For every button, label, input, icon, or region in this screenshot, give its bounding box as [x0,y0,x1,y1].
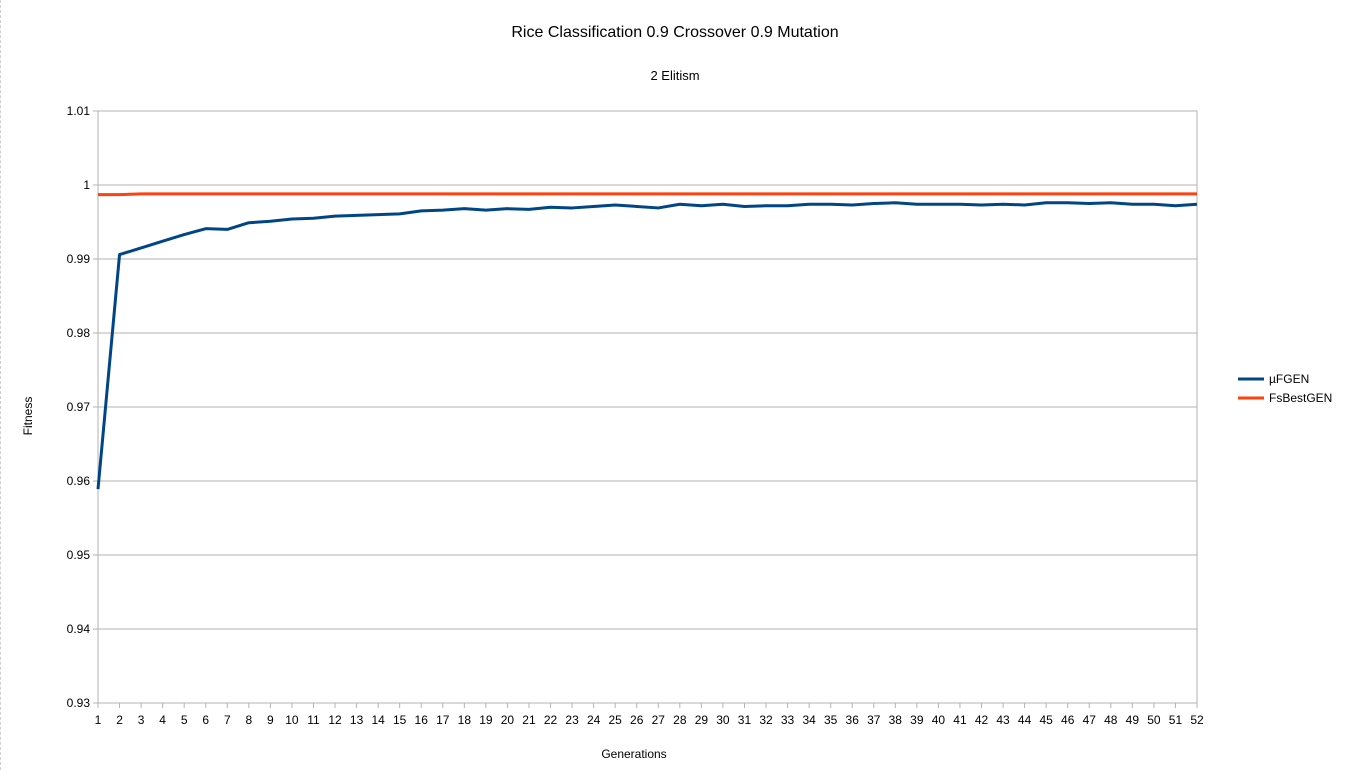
x-tick-label: 41 [953,713,967,727]
series-line-fsbestgen [98,192,1197,197]
x-tick-label: 34 [802,713,816,727]
x-tick-label: 28 [673,713,687,727]
x-tick-label: 44 [1018,713,1032,727]
x-tick-label: 35 [824,713,838,727]
y-tick-label: 0.96 [67,474,91,488]
x-tick-label: 32 [759,713,773,727]
x-tick-label: 4 [159,713,166,727]
x-tick-label: 40 [932,713,946,727]
x-tick-label: 29 [695,713,709,727]
x-tick-label: 37 [867,713,881,727]
x-tick-label: 36 [846,713,860,727]
x-tick-label: 9 [267,713,274,727]
x-tick-label: 26 [630,713,644,727]
x-tick-label: 27 [652,713,666,727]
x-tick-label: 15 [393,713,407,727]
x-tick-label: 13 [350,713,364,727]
y-axis-label: Fitness [21,397,35,436]
x-tick-label: 17 [436,713,450,727]
x-tick-label: 20 [501,713,515,727]
x-tick-label: 2 [116,713,123,727]
x-tick-label: 19 [479,713,493,727]
x-tick-label: 5 [181,713,188,727]
y-tick-label: 0.94 [67,622,91,636]
x-tick-label: 50 [1147,713,1161,727]
x-tick-label: 7 [224,713,231,727]
legend: µFGEN FsBestGEN [1238,372,1332,405]
x-tick-label: 45 [1039,713,1053,727]
legend-label-mufgen: µFGEN [1269,372,1309,386]
x-tick-label: 52 [1190,713,1204,727]
x-tick-label: 12 [328,713,342,727]
y-tick-label: 0.93 [67,696,91,710]
x-tick-label: 48 [1104,713,1118,727]
x-tick-label: 42 [975,713,989,727]
chart-subtitle: 2 Elitism [650,68,699,83]
y-tick-label: 0.98 [67,326,91,340]
x-axis-label: Generations [601,747,666,761]
x-tick-label: 30 [716,713,730,727]
x-tick-label: 3 [138,713,145,727]
x-tick-label: 22 [544,713,558,727]
x-tick-label: 16 [415,713,429,727]
legend-label-fsbestgen: FsBestGEN [1269,391,1332,405]
y-tick-label: 0.97 [67,400,91,414]
x-tick-label: 38 [889,713,903,727]
x-tick-label: 24 [587,713,601,727]
x-tick-label: 31 [738,713,752,727]
x-tick-label: 14 [371,713,385,727]
x-tick-label: 39 [910,713,924,727]
x-tick-label: 47 [1083,713,1097,727]
chart-title: Rice Classification 0.9 Crossover 0.9 Mu… [511,24,838,41]
x-tick-label: 1 [95,713,102,727]
y-tick-label: 1 [83,178,90,192]
x-tick-label: 18 [458,713,472,727]
y-tick-label: 0.95 [67,548,91,562]
x-tick-label: 46 [1061,713,1075,727]
x-tick-label: 6 [202,713,209,727]
x-tick-label: 51 [1169,713,1183,727]
y-tick-label: 1.01 [67,104,91,118]
x-tick-label: 49 [1126,713,1140,727]
x-tick-label: 43 [996,713,1010,727]
x-tick-label: 10 [285,713,299,727]
y-tick-label: 0.99 [67,252,91,266]
x-tick-label: 25 [608,713,622,727]
left-edge-divider [0,0,2,770]
x-tick-label: 23 [565,713,579,727]
x-tick-label: 11 [307,713,320,727]
x-tick-label: 33 [781,713,795,727]
x-tick-label: 21 [522,713,536,727]
x-tick-label: 8 [245,713,252,727]
series-line-mufgen [96,201,1198,490]
